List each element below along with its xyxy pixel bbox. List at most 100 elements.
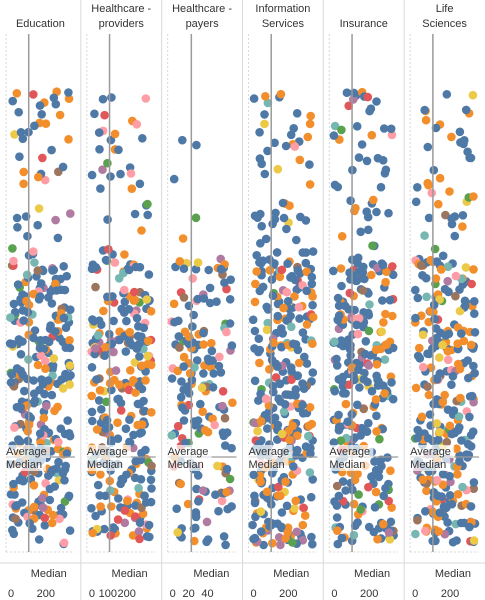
data-point (135, 534, 144, 544)
data-point (47, 390, 57, 400)
data-point (225, 474, 235, 484)
data-point (40, 513, 50, 523)
data-point (447, 380, 456, 390)
data-point (91, 344, 100, 353)
data-point (385, 535, 395, 544)
data-point (459, 336, 469, 346)
data-point (20, 386, 29, 396)
data-point (104, 245, 113, 254)
data-point (469, 478, 479, 487)
data-point (199, 294, 209, 303)
average-label: Average (6, 446, 47, 458)
data-point (256, 389, 265, 399)
data-point (9, 256, 18, 266)
data-point (330, 121, 340, 131)
data-point (202, 537, 211, 547)
data-point (354, 153, 364, 162)
data-point (377, 327, 387, 337)
data-point (88, 315, 97, 324)
data-point (290, 504, 299, 513)
data-point (308, 475, 318, 484)
data-point (466, 340, 476, 350)
data-point (97, 405, 106, 414)
data-point (124, 265, 134, 275)
data-point (367, 472, 376, 482)
data-point (276, 540, 285, 550)
data-point (190, 363, 199, 372)
data-point (93, 480, 103, 490)
data-point (91, 511, 100, 521)
panel-header-1-line-0: Healthcare - (91, 3, 151, 15)
data-point (101, 255, 111, 265)
data-point (58, 469, 68, 478)
data-point (381, 277, 390, 287)
data-point (370, 503, 380, 512)
data-point (256, 507, 266, 516)
data-point (460, 136, 469, 145)
data-point (99, 306, 108, 316)
data-point (292, 527, 302, 537)
data-point (33, 266, 43, 275)
data-point (88, 528, 97, 538)
data-point (183, 382, 192, 391)
data-point (411, 383, 421, 393)
data-point (96, 184, 105, 193)
data-point (137, 332, 146, 342)
x-tick-label: 200 (118, 588, 136, 600)
data-point (423, 349, 432, 359)
data-point (33, 360, 43, 370)
data-point (62, 271, 71, 281)
data-point (214, 506, 223, 516)
data-point (457, 436, 466, 445)
data-point (435, 369, 445, 378)
data-point (334, 301, 344, 311)
median-label-bg (165, 458, 208, 471)
data-point (173, 421, 183, 431)
data-point (49, 354, 59, 363)
data-point (11, 501, 20, 511)
data-point (48, 361, 58, 370)
data-point (250, 297, 260, 307)
data-point (115, 335, 124, 345)
data-point (332, 501, 342, 510)
data-point (465, 412, 474, 422)
data-point (302, 267, 312, 277)
data-point (289, 124, 299, 133)
data-point (146, 307, 156, 316)
median-label-bg (246, 458, 289, 471)
data-point (379, 519, 388, 529)
data-point (102, 397, 111, 407)
data-point (285, 435, 294, 445)
data-point (260, 119, 269, 129)
data-point (301, 442, 311, 451)
data-point (36, 279, 46, 288)
data-point (444, 329, 454, 339)
data-point (65, 361, 75, 370)
data-point (29, 289, 38, 299)
data-point (198, 486, 208, 495)
data-point (287, 375, 296, 385)
data-point (262, 325, 272, 335)
data-point (173, 528, 182, 537)
data-point (276, 89, 286, 99)
data-point (138, 134, 147, 143)
data-point (125, 415, 134, 425)
data-point (373, 534, 382, 544)
data-point (265, 365, 274, 374)
data-point (30, 326, 40, 335)
data-point (268, 538, 277, 548)
data-point (470, 328, 480, 337)
data-point (334, 375, 344, 384)
data-point (65, 343, 75, 353)
data-point (305, 160, 314, 169)
data-point (359, 308, 368, 317)
data-point (302, 359, 312, 368)
data-point (469, 536, 479, 545)
data-point (295, 155, 305, 165)
data-point (29, 398, 39, 408)
data-point (346, 351, 355, 360)
data-point (183, 499, 193, 509)
data-point (64, 135, 73, 144)
data-point (96, 502, 105, 511)
data-point (447, 214, 456, 223)
